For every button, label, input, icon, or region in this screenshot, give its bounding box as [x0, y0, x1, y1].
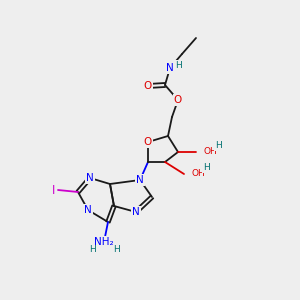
Text: H: H — [112, 245, 119, 254]
Text: O: O — [144, 81, 152, 91]
Text: I: I — [52, 184, 56, 196]
Text: O: O — [144, 137, 152, 147]
Text: N: N — [132, 207, 140, 217]
Text: N: N — [86, 173, 94, 183]
Text: N: N — [84, 205, 92, 215]
Text: H: H — [175, 61, 182, 70]
Text: H: H — [202, 164, 209, 172]
Text: H: H — [214, 142, 221, 151]
Text: OH: OH — [192, 169, 206, 178]
Text: NH₂: NH₂ — [94, 237, 114, 247]
Text: OH: OH — [204, 148, 218, 157]
Text: N: N — [166, 63, 174, 73]
Text: O: O — [174, 95, 182, 105]
Text: H: H — [88, 245, 95, 254]
Text: N: N — [136, 175, 144, 185]
